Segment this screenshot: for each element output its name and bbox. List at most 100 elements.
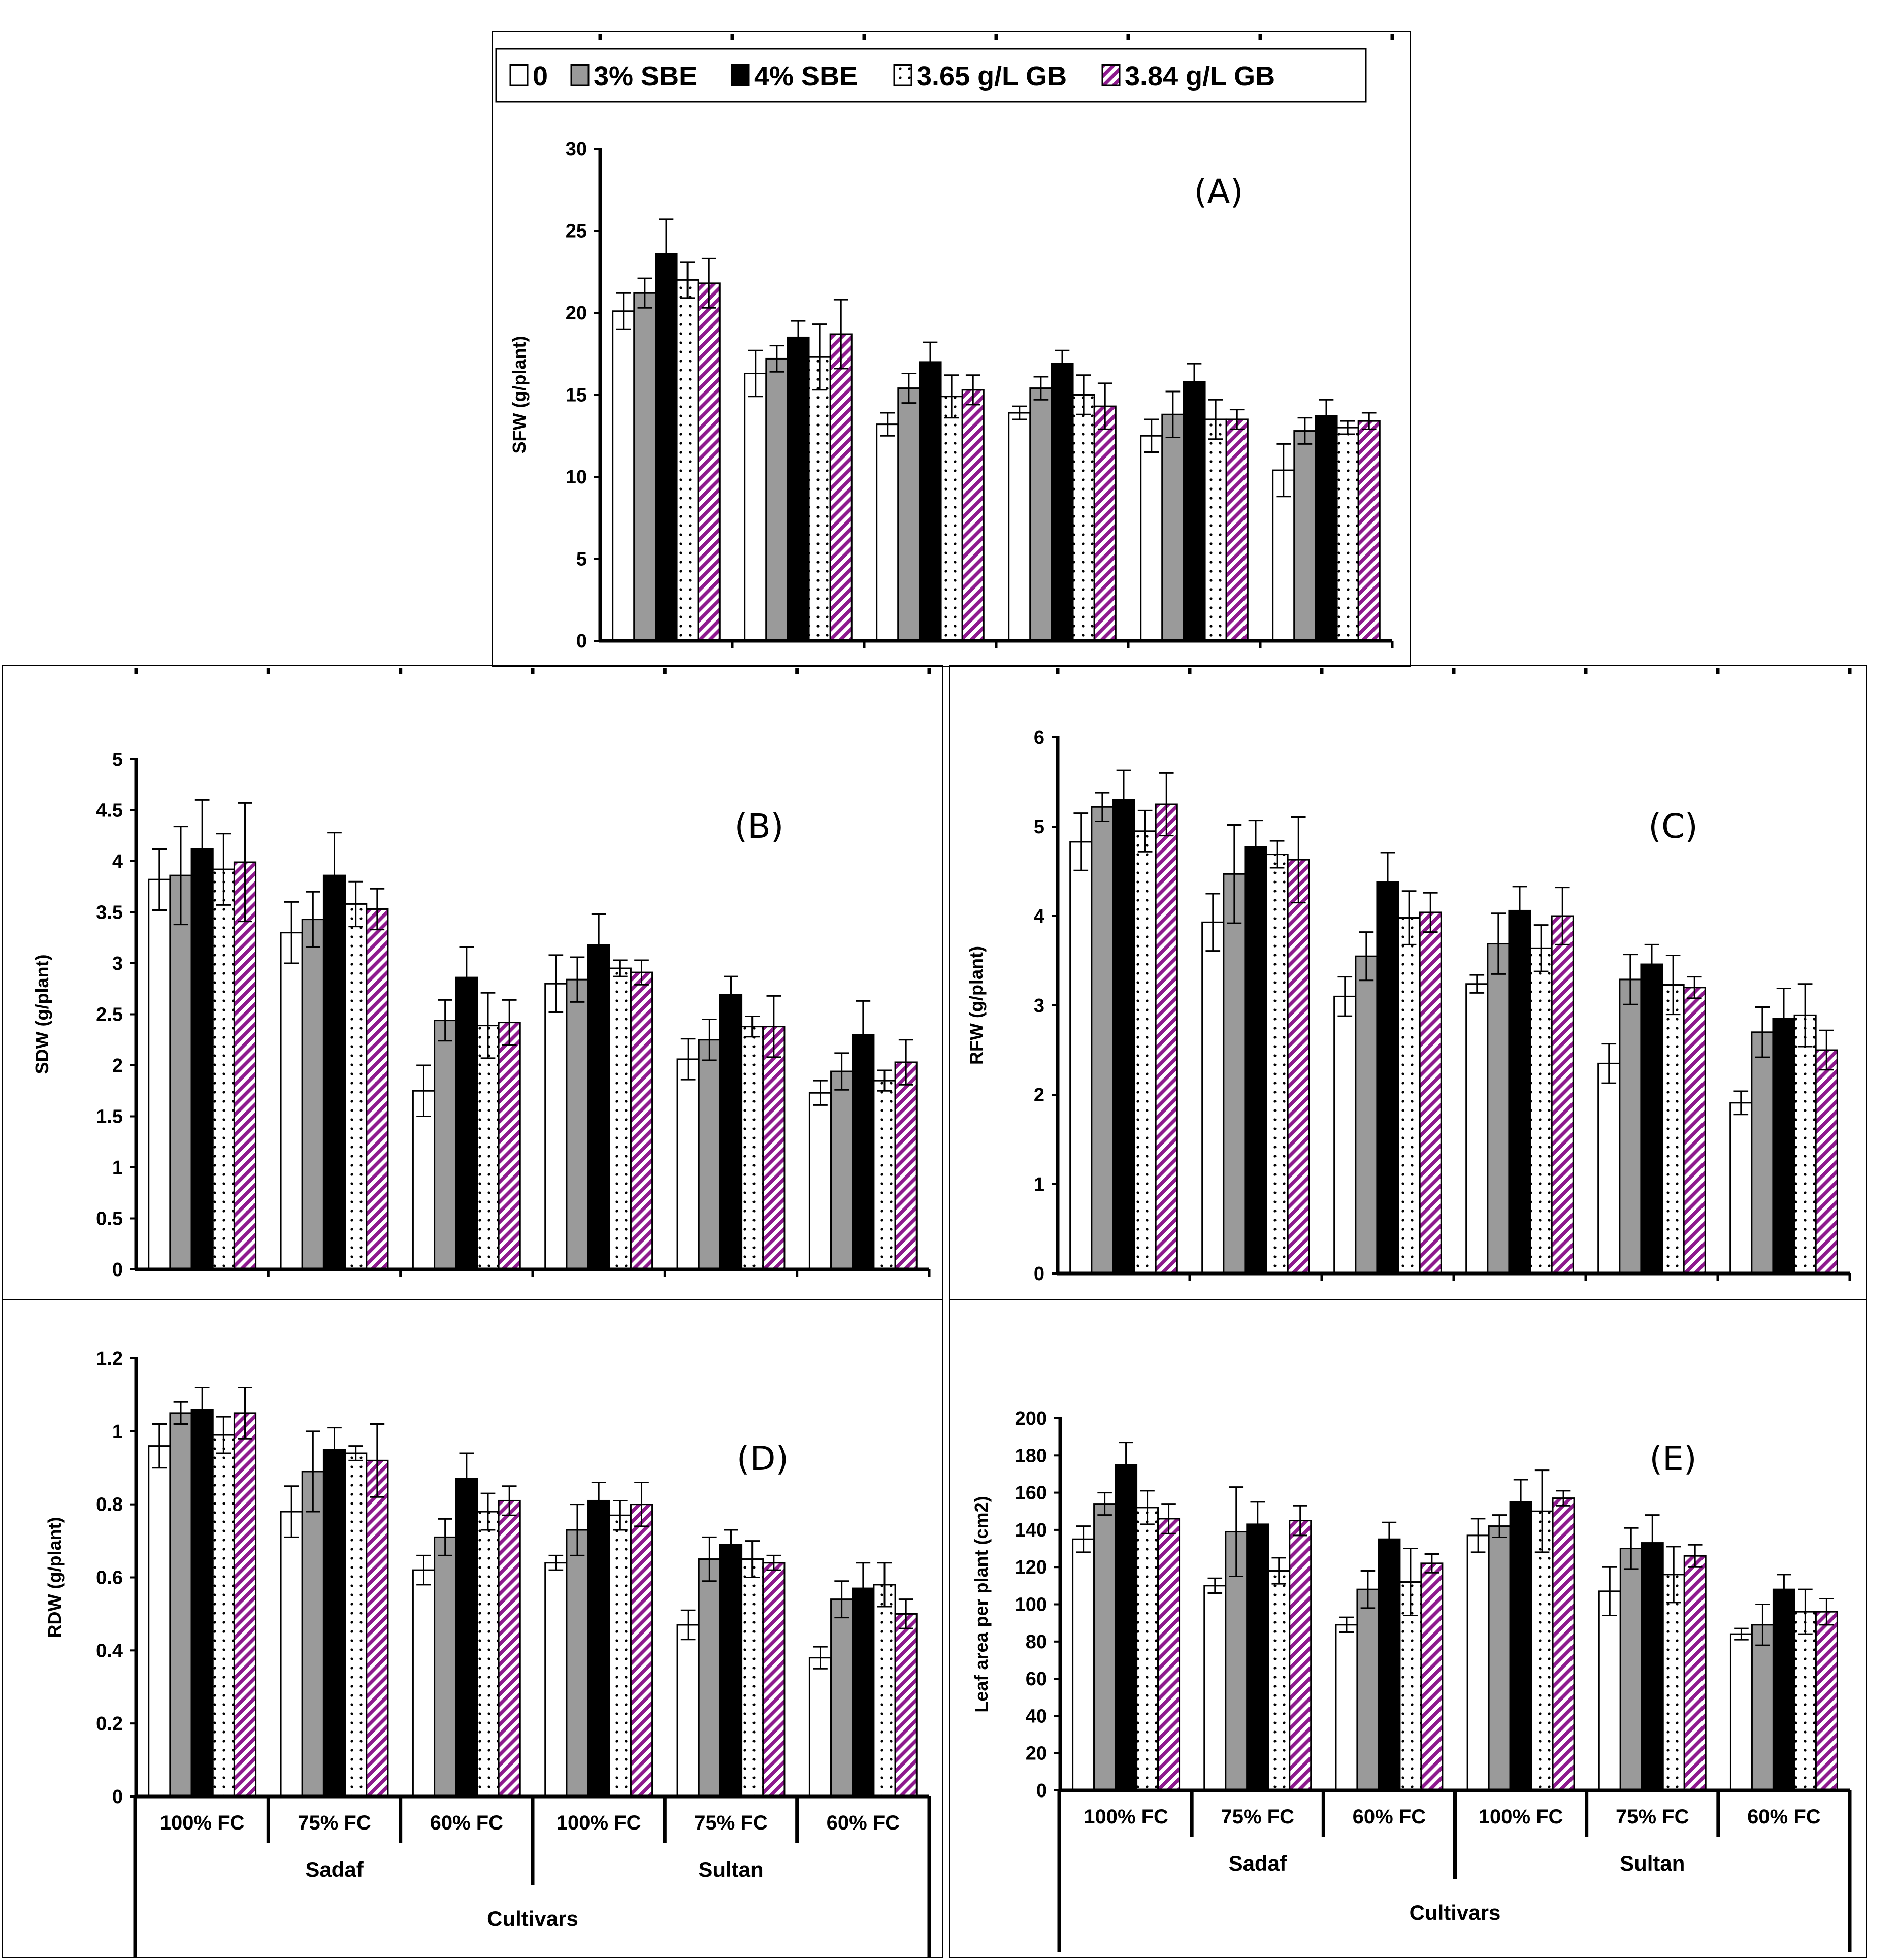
error-bar xyxy=(1819,1598,1834,1626)
error-bar xyxy=(284,901,299,964)
category-label: 75% FC xyxy=(1616,1806,1689,1828)
error-bar xyxy=(923,341,938,383)
y-tick-label: 3 xyxy=(1034,995,1044,1017)
x-axis-title: Cultivars xyxy=(1410,1901,1501,1924)
bar-C-4-5 xyxy=(1815,1049,1838,1275)
category-label: 100% FC xyxy=(160,1812,245,1834)
error-bar xyxy=(152,848,167,911)
bar-D-4-0 xyxy=(233,1412,257,1798)
bar-E-2-2 xyxy=(1378,1538,1401,1791)
bar-D-0-4 xyxy=(676,1624,700,1798)
error-bar xyxy=(856,1000,871,1069)
bar-B-3-3 xyxy=(608,967,632,1270)
bar-A-3-2 xyxy=(940,396,963,642)
bar-B-4-2 xyxy=(498,1022,521,1270)
error-bar xyxy=(370,1423,385,1498)
bar-D-4-1 xyxy=(366,1459,389,1798)
legend-label: 3.65 g/L GB xyxy=(917,61,1067,91)
legend-label: 3.84 g/L GB xyxy=(1125,61,1275,91)
bar-C-1-1 xyxy=(1223,873,1246,1275)
bar-E-4-2 xyxy=(1420,1562,1444,1791)
error-bar xyxy=(152,1423,167,1469)
bar-B-2-0 xyxy=(190,848,214,1270)
bar-C-3-3 xyxy=(1529,947,1553,1275)
error-bar xyxy=(1819,1029,1834,1071)
error-bar xyxy=(1076,1525,1091,1553)
y-tick-label: 140 xyxy=(1015,1520,1047,1541)
panel-label: (D) xyxy=(737,1439,789,1478)
y-tick-label: 6 xyxy=(1034,727,1044,748)
error-bar xyxy=(1360,1570,1376,1609)
error-bar xyxy=(216,1416,231,1454)
y-tick-label: 30 xyxy=(566,139,587,160)
error-bar xyxy=(1269,840,1285,869)
bar-E-0-0 xyxy=(1072,1538,1095,1791)
error-bar xyxy=(1293,1505,1307,1537)
error-bar xyxy=(194,1387,210,1432)
bar-A-4-2 xyxy=(961,389,985,642)
bar-C-1-0 xyxy=(1091,806,1114,1275)
bar-D-0-0 xyxy=(148,1445,171,1798)
error-bar xyxy=(724,1529,738,1560)
bar-D-1-1 xyxy=(301,1471,324,1798)
legend-swatch xyxy=(509,64,529,86)
bar-E-4-0 xyxy=(1157,1518,1181,1791)
y-tick-label: 120 xyxy=(1015,1557,1047,1578)
bar-A-1-0 xyxy=(633,292,657,642)
y-tick-label: 4 xyxy=(1034,906,1044,927)
bar-E-2-0 xyxy=(1115,1464,1138,1791)
error-bar xyxy=(459,946,474,1009)
error-bar xyxy=(1380,852,1395,912)
bar-C-2-1 xyxy=(1244,846,1267,1275)
bar-E-4-4 xyxy=(1683,1555,1707,1791)
bar-C-2-0 xyxy=(1112,799,1135,1275)
error-bar xyxy=(1119,1442,1133,1488)
bar-C-1-2 xyxy=(1355,955,1378,1275)
legend-label: 3% SBE xyxy=(594,61,697,91)
bar-B-0-1 xyxy=(280,932,303,1270)
bar-A-2-0 xyxy=(655,253,678,642)
error-bar xyxy=(1403,1548,1418,1616)
error-bar xyxy=(502,1485,517,1516)
error-bar xyxy=(1470,1518,1486,1553)
error-bar xyxy=(702,1536,717,1582)
y-tick-label: 3.5 xyxy=(96,902,123,924)
bar-E-2-5 xyxy=(1772,1588,1795,1791)
bar-B-0-3 xyxy=(544,983,568,1270)
y-tick-label: 0.6 xyxy=(96,1567,123,1589)
panel-frames xyxy=(2,31,1867,1958)
bar-A-0-5 xyxy=(1272,469,1295,642)
error-bar xyxy=(327,1427,342,1473)
bar-E-0-5 xyxy=(1729,1633,1753,1791)
bar-B-4-4 xyxy=(762,1026,786,1270)
group-label: Sadaf xyxy=(1229,1851,1287,1875)
bar-B-3-5 xyxy=(873,1080,896,1270)
bar-D-1-4 xyxy=(698,1558,721,1798)
error-bar xyxy=(1623,954,1638,1005)
bar-D-2-1 xyxy=(322,1449,346,1798)
error-bar xyxy=(1205,893,1221,952)
error-bar xyxy=(616,292,631,330)
error-bar xyxy=(769,345,784,373)
panel-label: (A) xyxy=(1194,172,1243,211)
error-bar xyxy=(348,1445,364,1461)
error-bar xyxy=(1291,816,1306,904)
error-bar xyxy=(1076,374,1091,415)
bar-E-0-3 xyxy=(1466,1534,1490,1791)
error-bar xyxy=(766,995,781,1058)
group-label: Sadaf xyxy=(305,1857,364,1881)
error-bar xyxy=(480,992,496,1059)
y-tick-label: 0.2 xyxy=(96,1713,123,1735)
bar-D-2-0 xyxy=(190,1409,214,1798)
bar-B-0-5 xyxy=(808,1092,832,1270)
error-bar xyxy=(173,1401,188,1425)
bar-B-2-5 xyxy=(852,1034,875,1270)
error-bar xyxy=(1491,912,1506,975)
bar-B-1-5 xyxy=(830,1070,854,1270)
error-bar xyxy=(438,999,452,1042)
legend-item: 3.84 g/L GB xyxy=(1101,61,1275,91)
y-tick-label: 5 xyxy=(576,549,587,570)
bar-E-3-0 xyxy=(1136,1507,1159,1791)
bar-D-0-5 xyxy=(808,1657,832,1798)
